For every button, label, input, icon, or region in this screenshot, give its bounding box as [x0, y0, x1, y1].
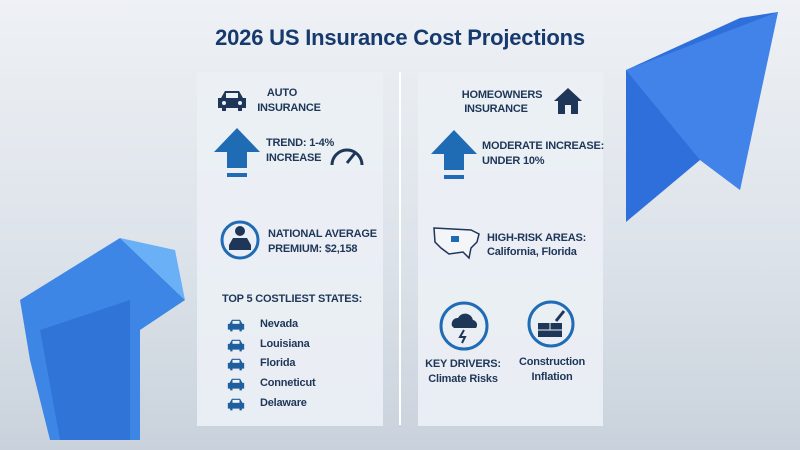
trend-arrow — [214, 128, 260, 177]
drivers-text: KEY DRIVERS: — [425, 358, 501, 370]
auto-heading: AUTO — [266, 87, 298, 99]
state-name: Louisiana — [260, 337, 310, 350]
auto-average: NATIONAL AVERAGE — [268, 228, 377, 240]
state-car-icon — [227, 339, 245, 352]
drivers-text: Construction — [518, 356, 586, 368]
drivers-text: Inflation — [531, 371, 573, 383]
auto-heading: INSURANCE — [257, 102, 321, 114]
title: 2026 US Insurance Cost Projections — [215, 25, 585, 50]
home-heading: HOMEOWNERS — [461, 89, 543, 101]
home-risk: California, Florida — [487, 246, 577, 258]
home-trend: UNDER 10% — [482, 155, 545, 167]
state-name: Delaware — [260, 396, 307, 409]
state-name: Nevada — [260, 318, 298, 330]
house-icon — [554, 88, 582, 114]
state-car-icon — [227, 359, 245, 371]
home-heading: INSURANCE — [464, 103, 528, 115]
state-name: Conneticut — [260, 377, 316, 390]
state-car-icon — [227, 378, 245, 391]
car-icon — [218, 91, 246, 111]
trend-arrow — [431, 130, 477, 179]
premium-icon — [220, 220, 260, 260]
gauge-icon — [330, 148, 364, 166]
state-car-icon — [227, 398, 245, 411]
drivers-text: Climate Risks — [428, 373, 498, 385]
home-trend: MODERATE INCREASE: — [482, 140, 605, 152]
state-name: Florida — [260, 357, 296, 370]
us-map-icon — [433, 227, 480, 260]
state-car-icon — [227, 319, 245, 332]
auto-trend: TREND: 1-4% — [266, 137, 335, 149]
climate-icon — [439, 301, 489, 351]
auto-trend: INCREASE — [266, 152, 322, 164]
states-title: TOP 5 COSTLIEST STATES: — [222, 293, 363, 305]
auto-average: PREMIUM: $2,158 — [268, 243, 358, 255]
home-risk: HIGH-RISK AREAS: — [487, 232, 587, 244]
construction-icon — [527, 300, 575, 348]
